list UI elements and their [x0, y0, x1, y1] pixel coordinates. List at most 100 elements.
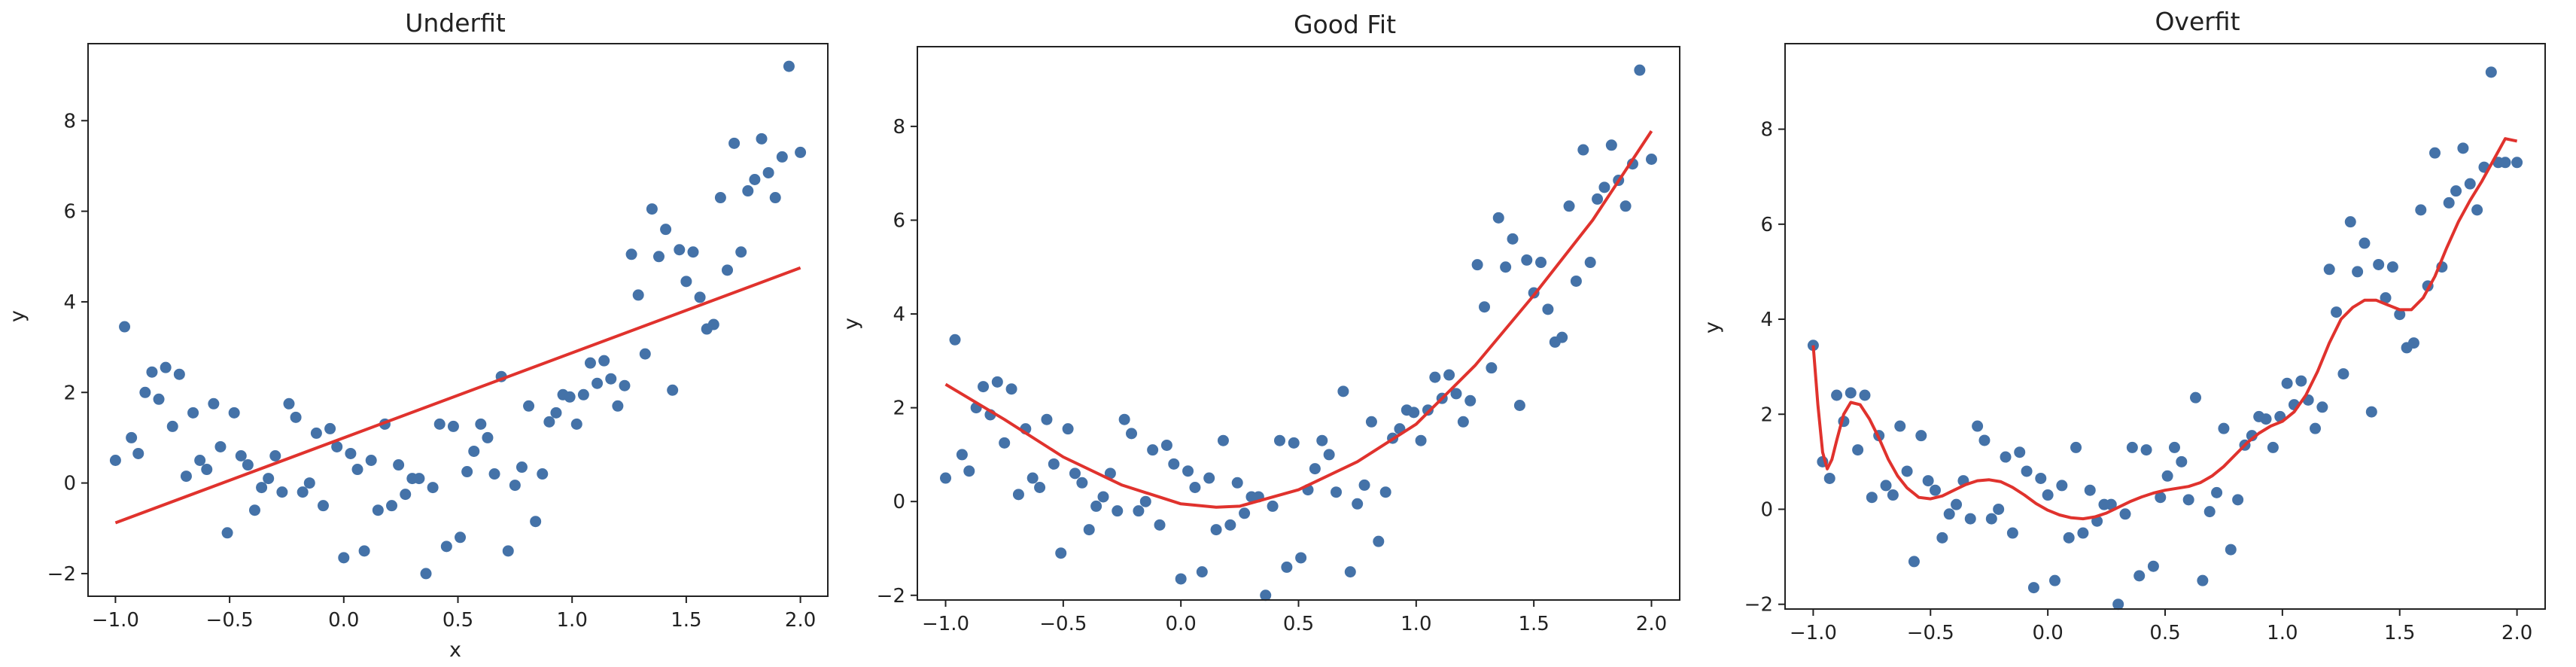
scatter-point: [1972, 420, 1984, 432]
scatter-point: [482, 431, 494, 443]
scatter-point: [475, 418, 487, 430]
scatter-point: [1026, 472, 1039, 484]
scatter-point: [400, 489, 412, 501]
scatter-point: [297, 486, 309, 498]
scatter-point: [208, 397, 220, 410]
scatter-point: [1352, 498, 1364, 510]
scatter-point: [1267, 500, 1279, 512]
chart-title: Good Fit: [1294, 10, 1396, 39]
scatter-point: [598, 355, 610, 367]
y-tick-label: 6: [63, 201, 76, 224]
y-tick-label: 2: [893, 397, 905, 420]
scatter-point: [256, 482, 268, 494]
scatter-point: [2373, 258, 2385, 270]
scatter-point: [1408, 407, 1420, 419]
scatter-point: [283, 397, 295, 410]
scatter-point: [660, 224, 672, 236]
scatter-point: [427, 482, 439, 494]
scatter-point: [1951, 498, 1963, 510]
axis-ticks: −1.0 −0.5 0.0 0.5 1.0 1.5 2.0 −2 0 2 4 6 8: [47, 110, 817, 632]
scatter-point: [1866, 492, 1878, 504]
scatter-point: [276, 486, 288, 498]
scatter-point: [1168, 458, 1180, 470]
plot-frame: [917, 46, 1680, 601]
scatter-point: [735, 246, 747, 258]
scatter-point: [440, 541, 452, 553]
scatter-point: [1055, 547, 1067, 559]
scatter-point: [2048, 574, 2060, 586]
scatter-point: [2140, 444, 2152, 456]
scatter-point: [1542, 303, 1554, 315]
y-tick-label: 2: [1760, 404, 1773, 426]
scatter-point: [109, 455, 121, 467]
x-tick-label: 0.5: [443, 609, 473, 632]
scatter-point: [612, 400, 624, 412]
scatter-point: [2407, 337, 2419, 349]
scatter-point: [2386, 261, 2398, 273]
scatter-point: [1182, 465, 1194, 477]
scatter-point: [1344, 566, 1356, 578]
scatter-point: [1894, 420, 1906, 432]
y-tick-label: 6: [1760, 214, 1773, 236]
scatter-point: [2197, 574, 2209, 586]
scatter-point: [687, 246, 699, 258]
scatter-point: [331, 440, 343, 452]
plot-frame: [1784, 43, 2546, 610]
scatter-point: [1189, 482, 1201, 494]
scatter-point: [570, 418, 582, 430]
fit-lines: [114, 266, 801, 525]
scatter-point: [2225, 544, 2237, 556]
scatter-point: [1196, 566, 1208, 578]
scatter-point: [310, 427, 322, 439]
scatter-point: [1521, 254, 1533, 266]
scatter-point: [2112, 598, 2124, 611]
scatter-point: [1147, 444, 1159, 456]
scatter-point: [2211, 486, 2223, 498]
fit-line: [114, 266, 801, 525]
scatter-point: [1154, 519, 1166, 531]
scatter-point: [1852, 444, 1864, 456]
fit-lines: [1811, 137, 2518, 521]
scatter-point: [1337, 385, 1349, 397]
scatter-point: [680, 276, 692, 288]
scatter-point: [455, 531, 467, 544]
scatter-point: [625, 248, 637, 260]
scatter-point: [1260, 589, 1272, 602]
scatter-point: [1224, 519, 1236, 531]
y-tick-label: −2: [877, 585, 905, 608]
axis-ticks: −1.0 −0.5 0.0 0.5 1.0 1.5 2.0 −2 0 2 4 6 8: [877, 116, 1667, 635]
scatter-point: [263, 473, 275, 485]
scatter-point: [248, 504, 260, 516]
x-tick-label: 0.0: [328, 609, 359, 632]
x-tick-label: 0.5: [1283, 613, 1314, 635]
scatter-point: [1823, 472, 1835, 484]
scatter-point: [365, 455, 377, 467]
x-tick-label: 1.5: [2384, 622, 2415, 644]
scatter-point: [2337, 368, 2349, 380]
x-tick-label: −1.0: [92, 609, 139, 632]
scatter-point: [1309, 463, 1321, 475]
scatter-point: [393, 459, 405, 471]
scatter-point: [2161, 470, 2173, 482]
scatter-point: [694, 291, 706, 303]
scatter-point: [978, 381, 990, 393]
scatter-point: [502, 545, 514, 557]
scatter-point: [516, 461, 528, 474]
chart-title: Underfit: [405, 8, 506, 38]
scatter-point: [646, 203, 658, 215]
scatter-point: [1203, 472, 1215, 484]
scatter-point: [1985, 513, 1997, 525]
scatter-point: [2295, 375, 2307, 387]
scatter-point: [2365, 406, 2377, 418]
scatter-point: [1915, 430, 1927, 442]
scatter-point: [707, 318, 719, 330]
scatter-point: [228, 407, 240, 419]
scatter-point: [1331, 486, 1343, 498]
x-tick-label: −1.0: [1790, 622, 1837, 644]
scatter-point: [2084, 484, 2096, 496]
scatter-point: [1034, 482, 1046, 494]
scatter-point: [2077, 527, 2089, 539]
scatter-point: [769, 192, 781, 204]
scatter-point: [2260, 413, 2272, 425]
